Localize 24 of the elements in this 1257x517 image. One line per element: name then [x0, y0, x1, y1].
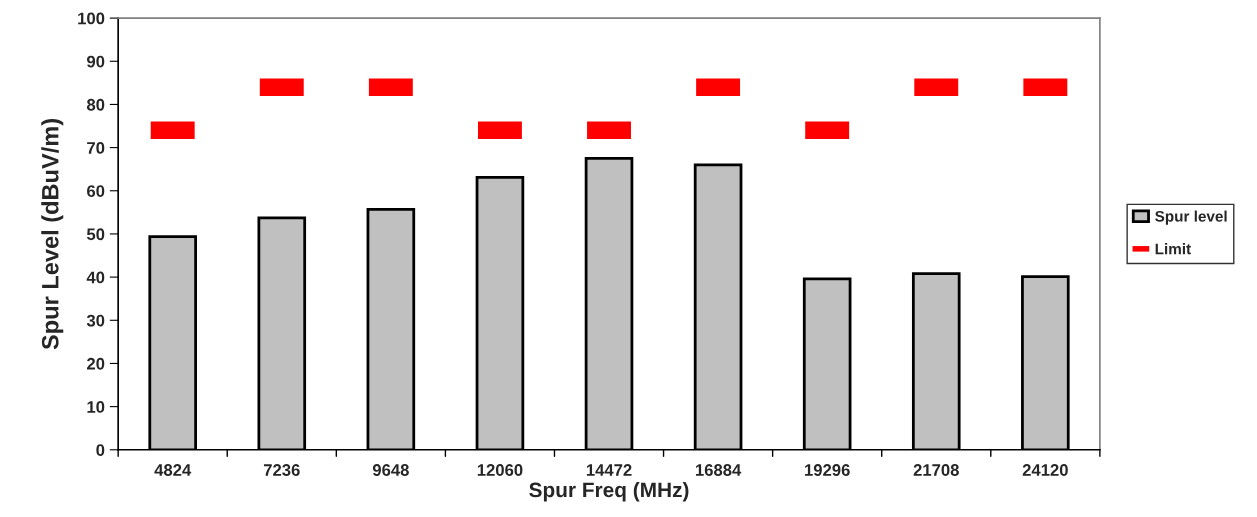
x-tick-label: 19296 — [805, 464, 850, 476]
x-tick-label: 7236 — [263, 464, 300, 476]
x-tick-label: 9648 — [372, 464, 409, 476]
y-tick-label: 60 — [87, 185, 105, 197]
x-tick-label: 4824 — [154, 464, 192, 476]
legend-label: Spur level — [1155, 210, 1227, 225]
x-tick-label: 21708 — [913, 464, 959, 476]
y-tick-label: 90 — [87, 55, 105, 68]
y-axis-title: Spur Level (dBuV/m) — [41, 119, 64, 350]
y-tick-label: 10 — [87, 401, 105, 413]
y-tick-label: 40 — [86, 271, 105, 284]
x-tick-label: 16884 — [695, 464, 742, 476]
x-tick-label: 14472 — [586, 464, 632, 476]
x-axis-title: Spur Freq (MHz) — [529, 481, 689, 502]
x-tick-label: 24120 — [1022, 464, 1068, 476]
y-tick-label: 100 — [78, 12, 105, 25]
x-tick-label: 12060 — [477, 464, 523, 476]
legend-label: Limit — [1155, 243, 1191, 255]
y-tick-label: 50 — [86, 228, 105, 241]
y-tick-label: 80 — [86, 98, 105, 111]
y-tick-label: 70 — [87, 142, 105, 154]
y-tick-label: 0 — [96, 444, 105, 456]
y-tick-label: 20 — [87, 357, 105, 370]
y-tick-label: 30 — [86, 314, 105, 327]
